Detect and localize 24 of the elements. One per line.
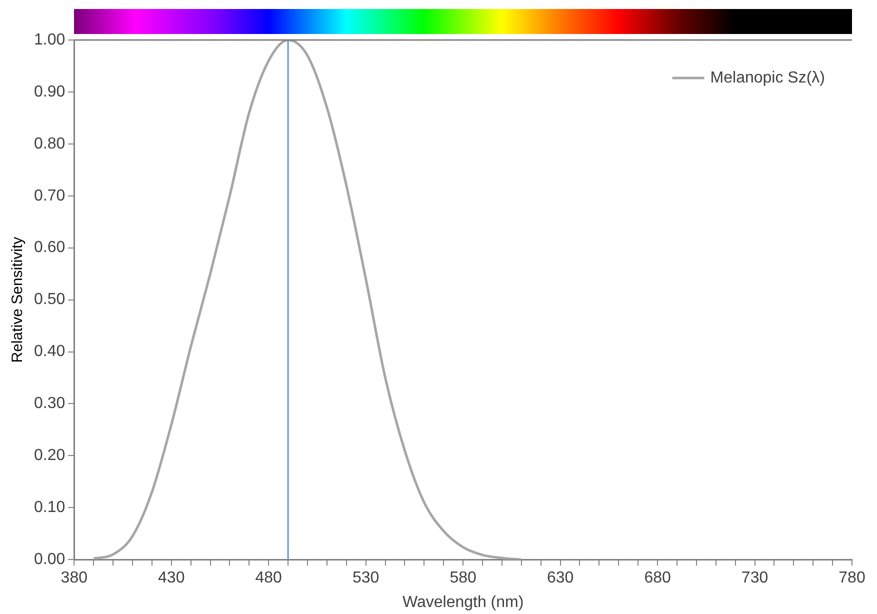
x-tick-label: 380 [60, 570, 88, 587]
x-tick-label: 430 [158, 570, 185, 587]
y-tick-label: 0.40 [34, 343, 66, 360]
x-tick-label: 580 [450, 570, 477, 587]
x-axis-title: Wavelength (nm) [402, 594, 524, 611]
x-tick-label: 730 [741, 570, 768, 587]
x-tick-label: 480 [255, 570, 282, 587]
y-tick-label: 1.00 [34, 31, 66, 48]
x-tick-label: 630 [546, 570, 574, 587]
x-tick-label: 530 [352, 570, 380, 587]
x-tick-label: 780 [838, 570, 866, 587]
y-tick-label: 0.80 [34, 135, 66, 152]
line-series [92, 40, 523, 560]
legend-label: Melanopic Sz(λ) [710, 69, 825, 86]
y-tick-label: 0.20 [34, 447, 66, 464]
y-tick-label: 0.10 [34, 499, 66, 516]
y-tick-label: 0.70 [34, 187, 66, 204]
y-tick-label: 0.60 [34, 239, 66, 256]
y-tick-label: 0.30 [34, 395, 66, 412]
y-tick-label: 0.00 [34, 551, 66, 568]
y-tick-label: 0.50 [34, 291, 66, 308]
y-axis-title: Relative Sensitivity [9, 236, 26, 363]
x-tick-label: 680 [644, 570, 671, 587]
y-tick-label: 0.90 [34, 83, 66, 100]
